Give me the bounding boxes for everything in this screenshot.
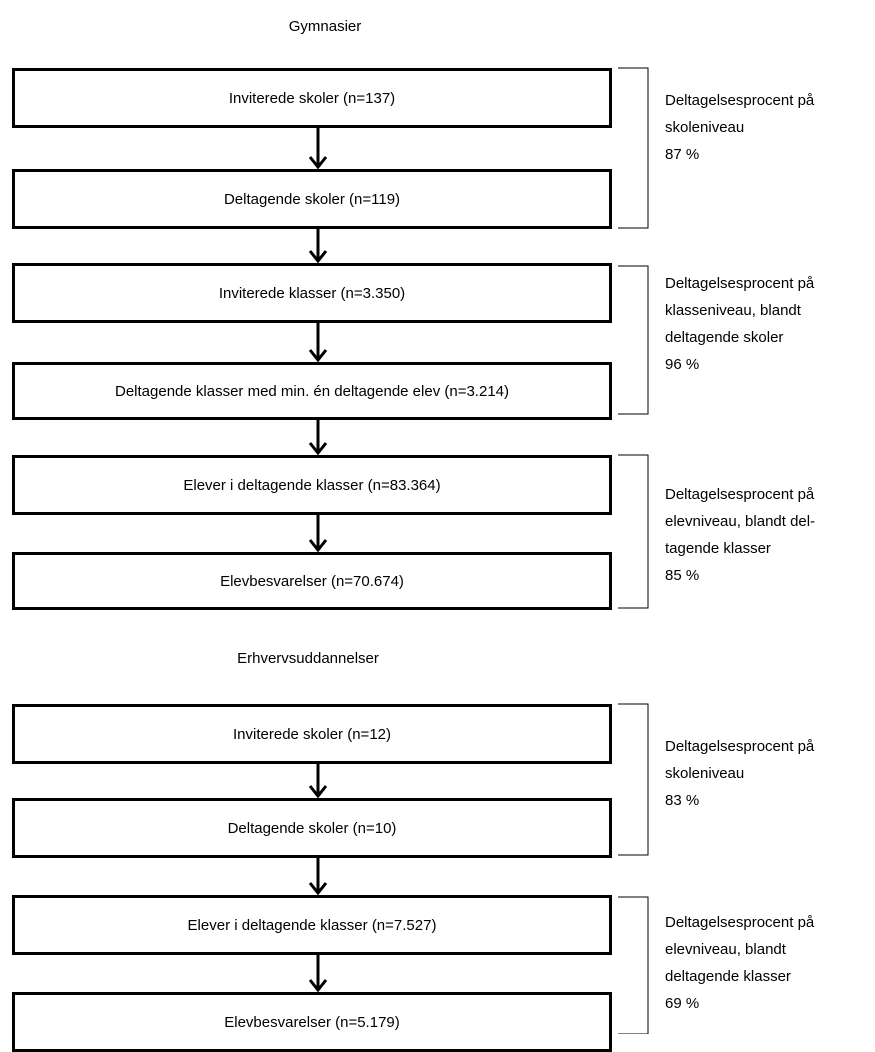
- flow-box-invited-schools: Inviterede skoler (n=137): [12, 68, 612, 128]
- flow-arrow: [308, 323, 328, 363]
- flow-box-invited-classes: Inviterede klasser (n=3.350): [12, 263, 612, 323]
- flow-arrow: [308, 128, 328, 170]
- flow-box-participating-schools-eud: Deltagende skoler (n=10): [12, 798, 612, 858]
- flow-arrow: [308, 764, 328, 799]
- flow-arrow: [308, 858, 328, 896]
- flow-box-student-responses: Elevbesvarelser (n=70.674): [12, 552, 612, 610]
- flow-box-student-responses-eud: Elevbesvarelser (n=5.179): [12, 992, 612, 1052]
- flow-box-participating-schools: Deltagende skoler (n=119): [12, 169, 612, 229]
- bracket-text-student-level: Deltagelsesprocent på elevniveau, blandt…: [665, 486, 816, 584]
- bracket-text-class-level: Deltagelsesprocent på klasseniveau, blan…: [665, 275, 815, 373]
- bracket-text-school-level-eud: Deltagelsesprocent på skoleniveau 83 %: [665, 738, 815, 809]
- flow-box-participating-classes: Deltagende klasser med min. én deltagend…: [12, 362, 612, 420]
- bracket-line: [618, 67, 649, 229]
- bracket-line: [618, 265, 649, 415]
- bracket-line: [618, 703, 649, 856]
- flow-box-students-in-classes-eud: Elever i deltagende klasser (n=7.527): [12, 895, 612, 955]
- flow-arrow: [308, 955, 328, 993]
- flow-box-invited-schools-eud: Inviterede skoler (n=12): [12, 704, 612, 764]
- flow-arrow: [308, 229, 328, 264]
- bracket-text-student-level-eud: Deltagelsesprocent på elevniveau, blandt…: [665, 914, 815, 1012]
- flow-arrow: [308, 515, 328, 553]
- section-title-erhvervsuddannelser: Erhvervsuddannelser: [237, 650, 379, 667]
- bracket-line: [618, 896, 649, 1034]
- bracket-line: [618, 454, 649, 609]
- flow-box-students-in-classes: Elever i deltagende klasser (n=83.364): [12, 455, 612, 515]
- flow-arrow: [308, 420, 328, 456]
- bracket-text-school-level: Deltagelsesprocent på skoleniveau 87 %: [665, 92, 815, 163]
- section-title-gymnasier: Gymnasier: [288, 18, 362, 35]
